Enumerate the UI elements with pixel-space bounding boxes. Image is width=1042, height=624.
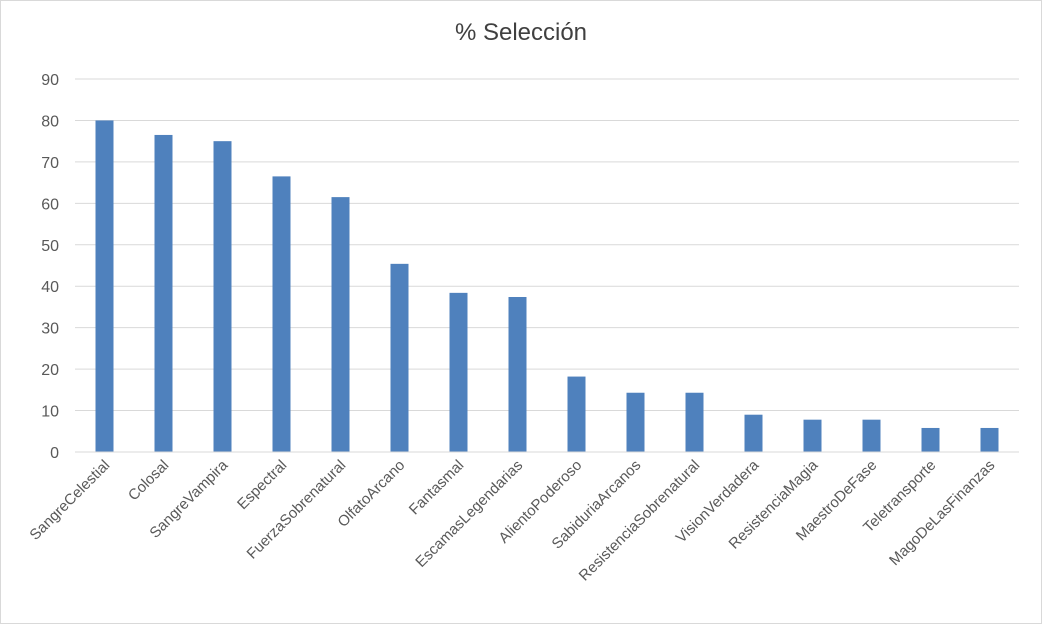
x-tick-label: EscamasLegendarias xyxy=(412,457,526,571)
x-tick-label: Espectral xyxy=(234,457,290,513)
bar xyxy=(95,120,114,452)
y-tick-label: 90 xyxy=(41,72,59,89)
gridlines xyxy=(75,78,1019,412)
bar xyxy=(567,376,586,452)
bar xyxy=(154,134,173,452)
y-tick-label: 70 xyxy=(41,155,59,172)
chart-title: % Selección xyxy=(454,19,588,46)
y-tick-label: 40 xyxy=(41,279,59,296)
bar xyxy=(862,419,881,452)
y-tick-label: 80 xyxy=(41,113,59,130)
bar xyxy=(331,197,350,452)
y-tick-label: 20 xyxy=(41,362,59,379)
y-tick-label: 0 xyxy=(50,445,59,462)
x-tick-label: Colosal xyxy=(125,457,172,504)
bar xyxy=(744,414,763,452)
bar xyxy=(449,292,468,452)
y-axis-ticks: 0 10 20 30 40 50 60 70 80 90 xyxy=(41,72,59,462)
bar xyxy=(272,176,291,452)
bar xyxy=(390,263,409,452)
x-tick-label: Fantasmal xyxy=(406,457,468,519)
bar xyxy=(921,427,940,452)
y-tick-label: 50 xyxy=(41,238,59,255)
x-tick-label: ResistenciaSobrenatural xyxy=(576,457,704,585)
bar xyxy=(803,419,822,452)
bar xyxy=(980,427,999,452)
x-tick-label: FuerzaSobrenatural xyxy=(244,457,350,563)
y-tick-label: 30 xyxy=(41,321,59,338)
bars xyxy=(95,120,999,452)
y-tick-label: 60 xyxy=(41,196,59,213)
bar xyxy=(626,392,645,452)
bar xyxy=(685,392,704,452)
y-tick-label: 10 xyxy=(41,404,59,421)
bar xyxy=(508,296,527,452)
x-tick-label: SangreCelestial xyxy=(26,457,113,544)
x-tick-label: MagoDeLasFinanzas xyxy=(886,457,998,569)
bar xyxy=(213,141,232,452)
